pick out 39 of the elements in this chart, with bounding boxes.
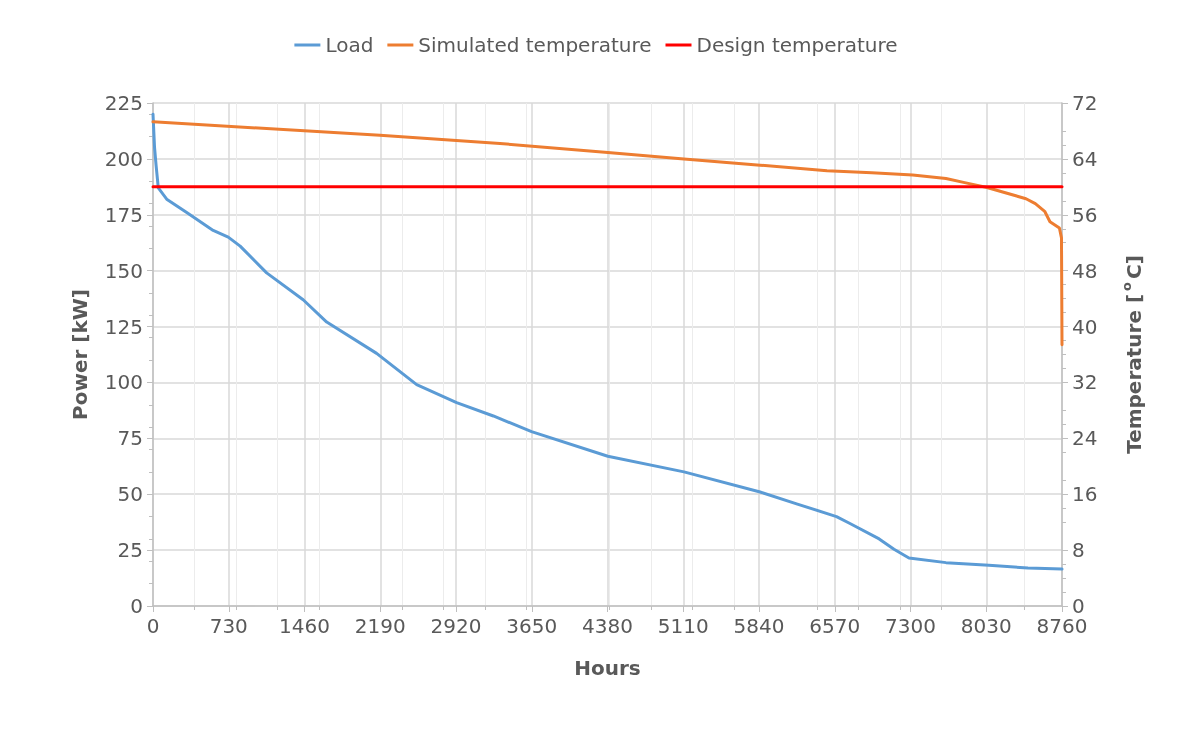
legend-label: Design temperature [696, 33, 898, 57]
y2-tick-label: 8 [1072, 538, 1085, 563]
x-tick-label: 5840 [733, 614, 785, 638]
y-tick-label: 50 [117, 482, 143, 507]
y-tick-label: 225 [104, 91, 143, 115]
y-tick-label: 125 [104, 314, 143, 339]
x-tick-label: 5110 [657, 614, 709, 638]
x-axis-title: Hours [574, 656, 641, 680]
y-tick-label: 200 [104, 146, 143, 171]
x-tick-label: 2920 [430, 614, 482, 638]
x-tick-label: 1460 [279, 614, 330, 638]
y2-tick-label: 56 [1072, 202, 1098, 227]
y2-tick-label: 24 [1072, 426, 1098, 451]
line-series [151, 120, 1064, 347]
x-tick-label: 2190 [354, 614, 406, 638]
y-tick-label: 175 [104, 202, 143, 227]
y-tick-label: 0 [130, 594, 143, 618]
x-tick-label: 7300 [885, 614, 936, 638]
y2-tick-label: 16 [1072, 482, 1098, 507]
y2-tick-label: 72 [1072, 91, 1098, 115]
y2-tick-label: 48 [1072, 258, 1098, 283]
y-tick-label: 150 [104, 258, 143, 283]
x-tick-label: 3650 [506, 614, 558, 638]
x-tick-label: 8030 [960, 614, 1012, 638]
y2-tick-label: 40 [1072, 314, 1098, 339]
x-tick-label: 4380 [582, 614, 633, 638]
y-tick-label: 25 [117, 538, 143, 563]
y2-tick-label: 64 [1072, 146, 1098, 171]
y-axis-title: Power [kW] [67, 289, 92, 420]
x-tick-label: 6570 [809, 614, 861, 638]
x-tick-label: 0 [146, 614, 160, 638]
legend-label: Simulated temperature [418, 33, 652, 57]
y-tick-label: 100 [104, 370, 143, 395]
line-series [151, 112, 1064, 571]
y-tick-label: 75 [117, 426, 143, 451]
y2-axis-title: Temperature [oC] [1119, 255, 1146, 454]
y2-tick-label: 32 [1072, 370, 1098, 395]
x-tick-label: 730 [209, 614, 248, 638]
legend-label: Load [325, 33, 374, 57]
